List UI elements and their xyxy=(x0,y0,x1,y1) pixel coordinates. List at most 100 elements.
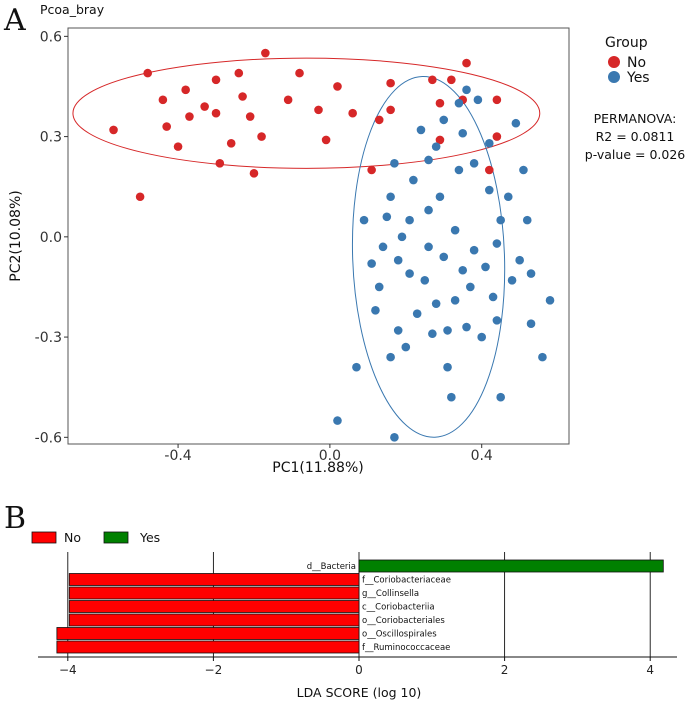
point-yes xyxy=(450,225,460,235)
ellipse-yes xyxy=(351,76,506,438)
point-yes xyxy=(378,242,388,252)
point-no xyxy=(143,68,153,78)
point-yes xyxy=(390,433,399,442)
point-yes xyxy=(420,275,430,285)
lda-x-tick-label: −4 xyxy=(59,663,77,677)
point-yes xyxy=(522,215,532,225)
lda-bar xyxy=(68,600,360,613)
point-yes xyxy=(454,98,464,108)
point-no xyxy=(245,112,255,121)
legend-no-label: No xyxy=(627,55,646,71)
lda-x-axis: −4 −2 0 2 4 xyxy=(59,657,654,677)
point-yes xyxy=(462,85,471,95)
lda-x-tick-label: −2 xyxy=(205,663,223,677)
legend-yes-label: Yes xyxy=(626,70,650,86)
point-yes xyxy=(393,255,403,265)
point-yes xyxy=(496,392,505,402)
point-yes xyxy=(511,118,521,128)
y-tick-label: 0.0 xyxy=(40,230,62,246)
point-yes xyxy=(439,115,449,125)
point-yes xyxy=(492,239,502,248)
point-no xyxy=(211,75,221,85)
point-yes xyxy=(386,352,395,362)
x-tick-label: -0.4 xyxy=(164,448,191,464)
point-yes xyxy=(462,322,471,332)
point-no xyxy=(314,105,323,115)
point-yes xyxy=(443,362,452,372)
point-yes xyxy=(393,326,403,335)
legend-no-marker xyxy=(608,56,620,68)
point-no xyxy=(135,192,145,202)
point-no xyxy=(492,132,502,141)
point-yes xyxy=(545,296,555,305)
point-no xyxy=(447,75,456,85)
point-yes xyxy=(371,306,380,315)
lda-x-axis-title: LDA SCORE (log 10) xyxy=(297,685,422,700)
point-yes xyxy=(382,212,392,222)
point-yes xyxy=(405,215,414,225)
point-yes xyxy=(538,352,547,362)
point-yes xyxy=(466,282,475,292)
lda-bar-label: f__Coriobacteriaceae xyxy=(362,576,451,586)
point-no xyxy=(321,135,331,145)
legend-title: Group xyxy=(605,35,648,51)
point-no xyxy=(367,165,376,175)
x-tick-label: 0.0 xyxy=(319,448,341,464)
point-no xyxy=(348,108,357,118)
point-yes xyxy=(405,269,414,278)
point-no xyxy=(185,112,194,121)
point-no xyxy=(295,68,304,78)
point-yes xyxy=(435,192,445,202)
point-yes xyxy=(450,296,460,305)
point-no xyxy=(173,142,183,151)
pcoa-plot-frame xyxy=(67,27,570,445)
point-yes xyxy=(481,262,490,272)
y-tick-label: -0.6 xyxy=(35,430,62,446)
point-no xyxy=(428,75,437,85)
point-no xyxy=(181,85,190,95)
point-yes xyxy=(484,185,494,195)
pcoa-points xyxy=(109,48,555,442)
point-yes xyxy=(526,269,536,278)
lda-bar-label: f__Ruminococcaceae xyxy=(362,643,450,653)
point-no xyxy=(283,95,293,105)
point-yes xyxy=(333,416,342,425)
point-yes xyxy=(431,299,441,308)
point-yes xyxy=(519,165,528,175)
point-yes xyxy=(439,252,449,262)
point-no xyxy=(386,78,395,88)
lda-bar-label: o__Oscillospirales xyxy=(362,630,437,640)
pcoa-ellipses xyxy=(72,57,541,438)
point-yes xyxy=(469,245,479,255)
x-tick-label: 0.4 xyxy=(471,448,493,464)
point-no xyxy=(484,165,494,175)
point-no xyxy=(374,115,384,125)
point-yes xyxy=(492,316,502,325)
lda-bars: d__Bacteria f__Coriobacteriaceae g__Collin… xyxy=(56,559,664,654)
lda-bar xyxy=(68,586,360,600)
y-tick-label: -0.3 xyxy=(35,330,62,346)
lda-x-tick-label: 2 xyxy=(501,663,509,677)
point-no xyxy=(386,105,395,115)
permanova-heading: PERMANOVA: xyxy=(594,111,677,126)
point-yes xyxy=(409,175,418,185)
point-no xyxy=(238,92,247,101)
point-no xyxy=(435,98,445,108)
point-yes xyxy=(386,192,395,202)
lda-bar xyxy=(56,640,360,654)
point-yes xyxy=(367,259,376,268)
lda-bar xyxy=(68,573,360,586)
point-no xyxy=(211,108,221,118)
pcoa-x-axis-title: PC1(11.88%) xyxy=(272,460,363,476)
point-yes xyxy=(447,392,456,402)
point-no xyxy=(261,48,270,58)
lda-legend-yes-swatch xyxy=(103,531,129,544)
point-yes xyxy=(488,292,498,302)
point-yes xyxy=(416,125,426,135)
lda-bar xyxy=(358,559,664,573)
point-yes xyxy=(412,309,422,318)
point-yes xyxy=(374,282,384,292)
pcoa-x-axis: -0.4 0.0 0.4 xyxy=(164,444,493,464)
point-no xyxy=(257,132,266,141)
lda-bar-label: c__Coriobacteriia xyxy=(362,603,435,613)
